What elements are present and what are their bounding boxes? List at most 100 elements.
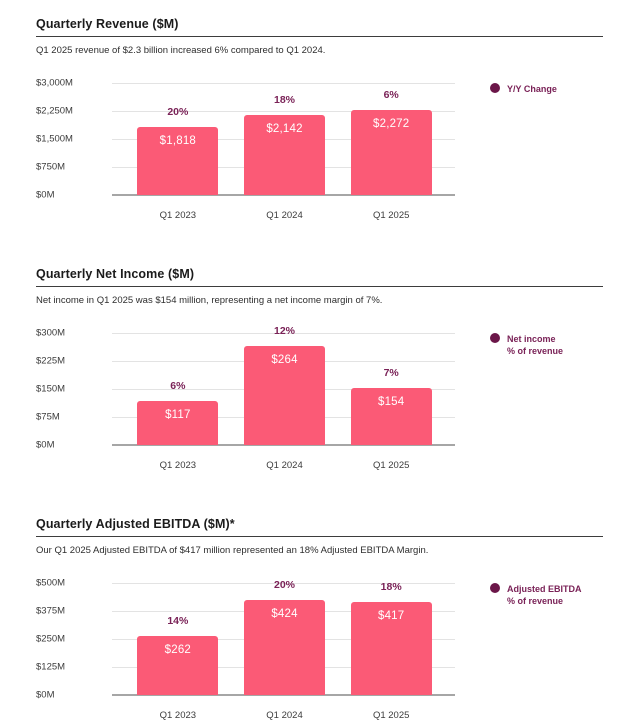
legend-label-line: Y/Y Change bbox=[507, 84, 557, 94]
plot-area: 20% $1,818 18% $2,142 6% $2,272 Q1 2023 Q1 202… bbox=[112, 83, 455, 221]
pct-change-label: 6% bbox=[383, 89, 399, 101]
y-axis: $3,000M $2,250M $1,500M $750M $0M bbox=[36, 78, 112, 201]
bar: $417 bbox=[350, 602, 432, 695]
legend-dot-icon bbox=[490, 583, 500, 593]
quarterly-net-income-section: Quarterly Net Income ($M) Net income in … bbox=[36, 267, 603, 471]
x-axis: Q1 2023 Q1 2024 Q1 2025 bbox=[112, 195, 455, 221]
legend-label-line: % of revenue bbox=[507, 346, 564, 356]
bar: $2,142 bbox=[244, 115, 325, 195]
bar-value-label: $2,142 bbox=[266, 123, 303, 135]
title-rule bbox=[36, 286, 603, 287]
x-axis-category-label: Q1 2023 bbox=[159, 460, 197, 471]
y-axis: $500M $375M $250M $125M $0M bbox=[36, 578, 112, 701]
bar-group-q1-2023: 20% $1,818 bbox=[137, 83, 219, 195]
bar-value-label: $1,818 bbox=[159, 135, 197, 147]
bar: $2,272 bbox=[350, 110, 432, 195]
y-axis-tick-label: $150M bbox=[36, 383, 66, 395]
y-axis-tick-label: $0M bbox=[36, 189, 55, 201]
bar: $424 bbox=[244, 600, 325, 695]
pct-change-label: 6% bbox=[170, 380, 186, 392]
x-axis-category-label: Q1 2025 bbox=[372, 210, 410, 221]
pct-change-label: 20% bbox=[167, 106, 189, 118]
bar: $1,818 bbox=[137, 127, 219, 195]
y-axis-tick-label: $1,500M bbox=[36, 133, 73, 145]
chart-title: Quarterly Net Income ($M) bbox=[36, 267, 195, 281]
bar-group-q1-2024: 20% $424 bbox=[244, 579, 325, 695]
pct-change-label: 20% bbox=[274, 579, 296, 591]
chart-subtitle: Our Q1 2025 Adjusted EBITDA of $417 mill… bbox=[36, 545, 429, 556]
legend-label-line: Net income bbox=[507, 334, 556, 344]
y-axis-tick-label: $225M bbox=[36, 355, 66, 367]
y-axis-tick-label: $300M bbox=[36, 327, 66, 339]
chart-title: Quarterly Adjusted EBITDA ($M)* bbox=[36, 517, 235, 531]
title-rule bbox=[36, 36, 603, 37]
y-axis-tick-label: $250M bbox=[36, 633, 66, 645]
pct-change-label: 14% bbox=[167, 615, 189, 627]
plot-area: 14% $262 20% $424 18% $417 Q1 2023 Q1 2024 Q1 2… bbox=[112, 579, 455, 721]
legend: Net income % of revenue bbox=[490, 333, 563, 357]
bar-group-q1-2025: 7% $154 bbox=[350, 333, 432, 445]
y-axis-tick-label: $75M bbox=[36, 411, 60, 423]
x-axis: Q1 2023 Q1 2024 Q1 2025 bbox=[112, 445, 455, 471]
bar-group-q1-2023: 6% $117 bbox=[137, 333, 219, 445]
gridline bbox=[112, 111, 455, 112]
title-rule bbox=[36, 536, 603, 537]
y-axis-tick-label: $125M bbox=[36, 661, 66, 673]
bar-group-q1-2025: 6% $2,272 bbox=[350, 83, 432, 195]
chart-subtitle: Q1 2025 revenue of $2.3 billion increase… bbox=[36, 45, 326, 56]
x-axis-category-label: Q1 2024 bbox=[266, 210, 303, 221]
plot-grid: 6% $117 12% $264 7% $154 bbox=[112, 325, 455, 446]
y-axis-tick-label: $750M bbox=[36, 161, 66, 173]
bar: $262 bbox=[137, 636, 219, 695]
gridline bbox=[112, 333, 455, 334]
x-axis-baseline bbox=[112, 444, 455, 446]
legend-dot-icon bbox=[490, 333, 500, 343]
legend: Y/Y Change bbox=[490, 83, 557, 95]
bar-value-label: $424 bbox=[271, 608, 298, 620]
y-axis-tick-label: $375M bbox=[36, 605, 66, 617]
x-axis-baseline bbox=[112, 194, 455, 196]
pct-change-label: 7% bbox=[383, 367, 399, 379]
plot-area: 6% $117 12% $264 7% $154 Q1 2023 Q1 2024 Q1 202… bbox=[112, 325, 455, 471]
x-axis-baseline bbox=[112, 694, 455, 696]
x-axis-category-label: Q1 2025 bbox=[372, 460, 410, 471]
bar-value-label: $154 bbox=[377, 396, 405, 408]
bar-value-label: $264 bbox=[271, 354, 298, 366]
plot-grid: 20% $1,818 18% $2,142 6% $2,272 bbox=[112, 83, 455, 196]
legend-dot-icon bbox=[490, 83, 500, 93]
pct-change-label: 12% bbox=[274, 325, 296, 337]
pct-change-label: 18% bbox=[380, 581, 402, 593]
bar-group-q1-2024: 18% $2,142 bbox=[244, 83, 325, 195]
legend-label: Adjusted EBITDA % of revenue bbox=[507, 583, 582, 607]
pct-change-label: 18% bbox=[274, 94, 296, 106]
bar-value-label: $262 bbox=[164, 644, 192, 656]
chart-area: $500M $375M $250M $125M $0M 14% $262 20% $424 18… bbox=[36, 578, 603, 722]
y-axis-tick-label: $0M bbox=[36, 439, 55, 451]
bar-group-q1-2024: 12% $264 bbox=[244, 325, 325, 445]
bar: $117 bbox=[137, 401, 219, 445]
x-axis: Q1 2023 Q1 2024 Q1 2025 bbox=[112, 695, 455, 721]
x-axis-category-label: Q1 2024 bbox=[266, 710, 303, 721]
x-axis-category-label: Q1 2023 bbox=[159, 210, 197, 221]
gridline bbox=[112, 83, 455, 84]
legend: Adjusted EBITDA % of revenue bbox=[490, 583, 582, 607]
bar-group-q1-2025: 18% $417 bbox=[350, 581, 432, 695]
y-axis: $300M $225M $150M $75M $0M bbox=[36, 328, 112, 451]
x-axis-category-label: Q1 2025 bbox=[372, 710, 410, 721]
bar: $264 bbox=[244, 346, 325, 445]
legend-label: Net income % of revenue bbox=[507, 333, 563, 357]
chart-title: Quarterly Revenue ($M) bbox=[36, 17, 179, 31]
legend-label-line: % of revenue bbox=[507, 596, 564, 606]
legend-label-line: Adjusted EBITDA bbox=[507, 584, 582, 594]
chart-subtitle: Net income in Q1 2025 was $154 million, … bbox=[36, 295, 383, 306]
quarterly-revenue-section: Quarterly Revenue ($M) Q1 2025 revenue o… bbox=[36, 17, 603, 221]
x-axis-category-label: Q1 2024 bbox=[266, 460, 303, 471]
quarterly-adjusted-ebitda-section: Quarterly Adjusted EBITDA ($M)* Our Q1 2… bbox=[36, 517, 603, 721]
legend-label: Y/Y Change bbox=[507, 83, 557, 95]
y-axis-tick-label: $500M bbox=[36, 577, 66, 589]
bar-value-label: $417 bbox=[377, 610, 405, 622]
x-axis-category-label: Q1 2023 bbox=[159, 710, 197, 721]
y-axis-tick-label: $3,000M bbox=[36, 77, 73, 89]
gridline bbox=[112, 583, 455, 584]
